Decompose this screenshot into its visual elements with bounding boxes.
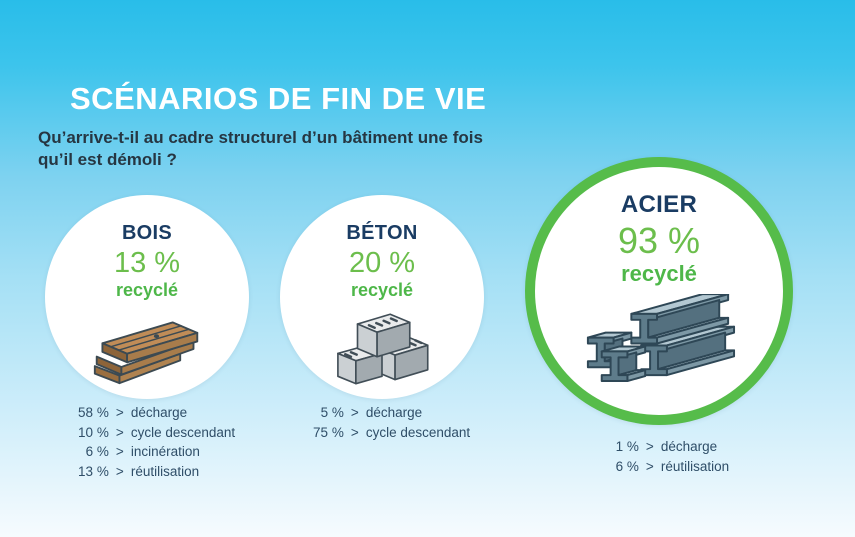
material-card-beton: BÉTON 20 % recyclé — [280, 195, 484, 399]
concrete-blocks-icon — [333, 312, 431, 390]
page-title: SCÉNARIOS DE FIN DE VIE — [70, 81, 487, 116]
recycled-percent: 13 % — [113, 247, 181, 279]
breakdown-separator: > — [115, 444, 124, 460]
material-name: BOIS — [121, 222, 173, 244]
recycled-label: recyclé — [350, 279, 414, 300]
breakdown-separator: > — [645, 439, 654, 454]
breakdown-dest: décharge — [365, 405, 423, 420]
material-card-acier: ACIER 93 % recyclé — [525, 157, 793, 425]
breakdown-dest: cycle descendant — [130, 424, 236, 440]
breakdown-pct: 13 % — [78, 464, 109, 480]
breakdown-pct: 75 % — [313, 424, 344, 440]
breakdown-acier: 1 % > décharge 6 % > réutilisation — [527, 437, 791, 476]
breakdown-dest: réutilisation — [130, 464, 200, 480]
recycled-label: recyclé — [621, 260, 697, 286]
breakdown-pct: 1 % — [615, 439, 639, 454]
breakdown-pct: 5 % — [320, 405, 344, 420]
breakdown-separator: > — [350, 405, 359, 420]
breakdown-dest: réutilisation — [660, 458, 730, 474]
page-subtitle: Qu’arrive-t-il au cadre structurel d’un … — [38, 128, 483, 169]
breakdown-pct: 6 % — [85, 444, 109, 460]
recycled-percent: 93 % — [617, 220, 701, 261]
breakdown-pct: 6 % — [615, 458, 639, 474]
breakdown-dest: cycle descendant — [365, 424, 471, 440]
recycled-label: recyclé — [115, 279, 179, 300]
material-name: ACIER — [620, 191, 698, 218]
steel-beams-icon — [580, 293, 738, 393]
breakdown-separator: > — [645, 458, 654, 474]
material-card-bois: BOIS 13 % recyclé — [45, 195, 249, 399]
breakdown-pct: 10 % — [78, 424, 109, 440]
breakdown-pct: 58 % — [78, 405, 109, 420]
breakdown-separator: > — [350, 424, 359, 440]
breakdown-separator: > — [115, 424, 124, 440]
breakdown-separator: > — [115, 464, 124, 480]
breakdown-bois: 58 % > décharge 10 % > cycle descendant … — [45, 403, 249, 482]
recycled-percent: 20 % — [348, 247, 416, 279]
breakdown-dest: incinération — [130, 444, 200, 460]
wood-planks-icon — [87, 312, 207, 386]
material-name: BÉTON — [346, 222, 418, 244]
breakdown-dest: décharge — [130, 405, 188, 420]
breakdown-beton: 5 % > décharge 75 % > cycle descendant — [280, 403, 484, 442]
breakdown-separator: > — [115, 405, 124, 420]
breakdown-dest: décharge — [660, 439, 718, 454]
